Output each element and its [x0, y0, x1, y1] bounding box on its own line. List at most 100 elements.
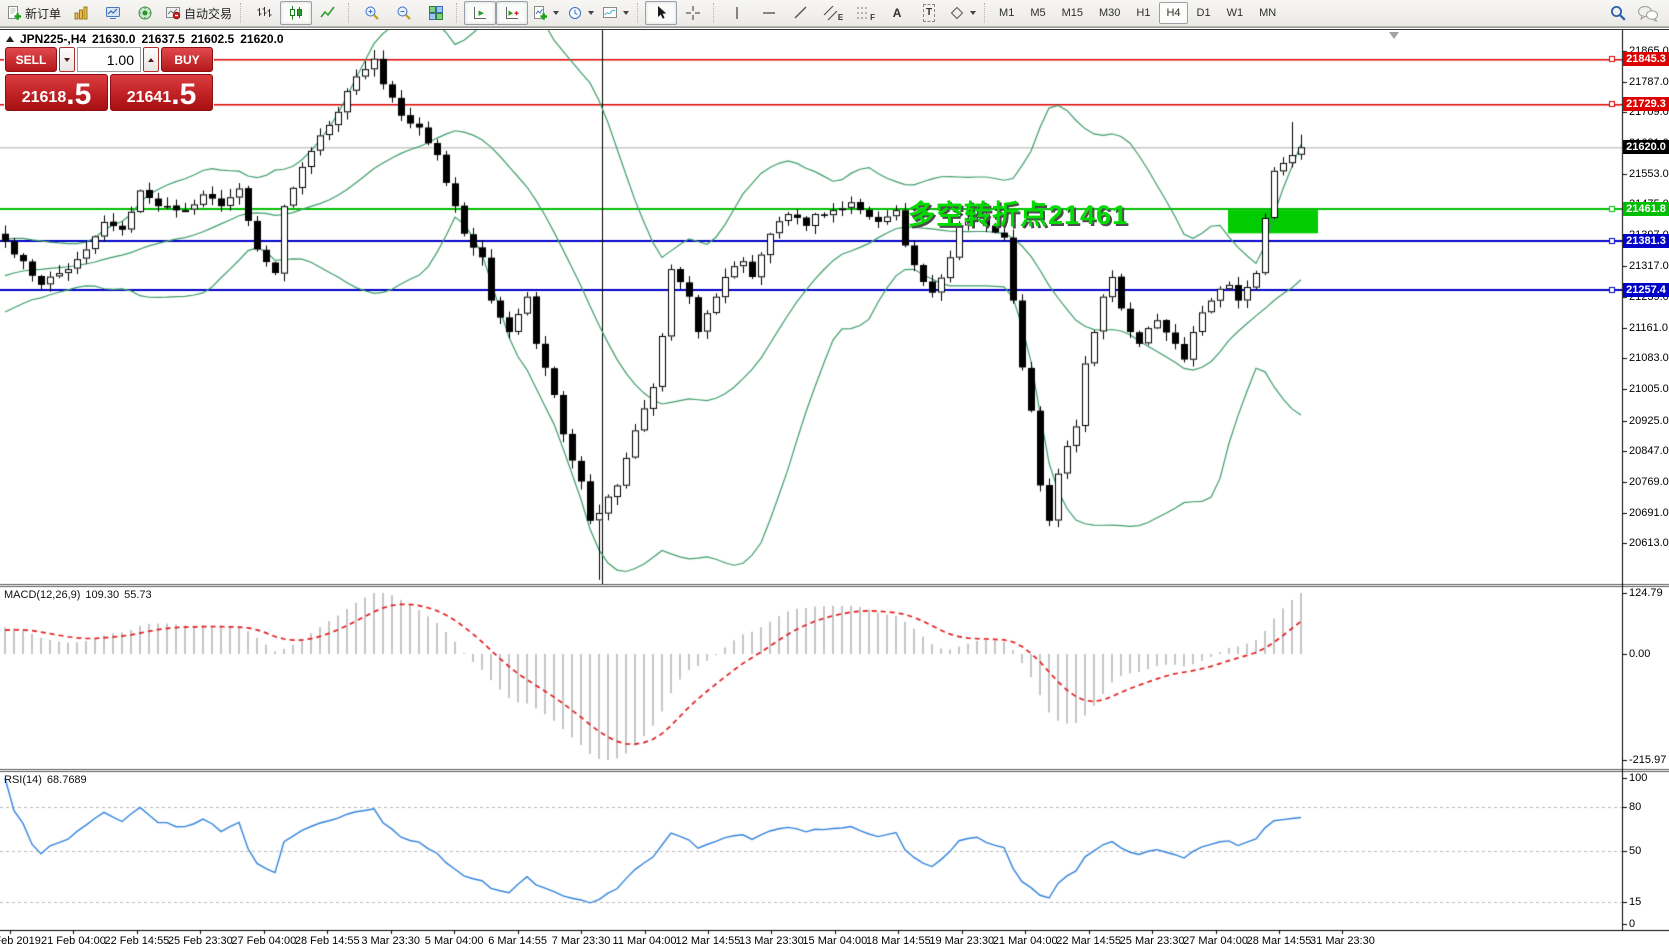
- cursor-button[interactable]: [645, 1, 678, 25]
- vertical-line-icon: [736, 7, 738, 19]
- autotrading-button[interactable]: 自动交易: [161, 1, 236, 25]
- symbol-collapse-icon[interactable]: [6, 36, 14, 42]
- dropdown-caret-icon: [588, 11, 595, 15]
- autotrading-label: 自动交易: [184, 6, 233, 21]
- new-chart-icon: [74, 6, 88, 20]
- date-tick-label: 5 Mar 04:00: [424, 935, 484, 947]
- auto-scroll-button[interactable]: [464, 1, 497, 25]
- date-tick-label: 19 Feb 2019: [0, 935, 41, 947]
- line-chart-button[interactable]: [312, 1, 344, 25]
- quote-bar: JPN225-,H4 21630.0 21637.5 21602.5 21620…: [6, 32, 284, 46]
- date-tick-label: 13 Mar 23:30: [738, 935, 804, 947]
- new-order-button[interactable]: 新订单: [2, 1, 65, 25]
- date-tick-label: 12 Mar 14:55: [675, 935, 741, 947]
- new-order-icon: [8, 6, 21, 20]
- rsi-name: RSI(14): [4, 774, 42, 786]
- shapes-tool-button[interactable]: [945, 1, 980, 25]
- rsi-tick-label: 50: [1629, 845, 1642, 857]
- market-watch-button[interactable]: [97, 1, 129, 25]
- date-tick-label: 22 Feb 14:55: [104, 935, 170, 947]
- timeframe-button-M15[interactable]: M15: [1061, 7, 1083, 19]
- fibonacci-glyph: F: [870, 12, 875, 22]
- timeframe-button-H1[interactable]: H1: [1136, 7, 1151, 19]
- new-chart-button[interactable]: [65, 1, 97, 25]
- shapes-icon: [950, 6, 964, 20]
- volume-decrease-button[interactable]: [59, 47, 75, 72]
- price-badge: 21257.4: [1623, 282, 1669, 297]
- search-icon[interactable]: [1610, 5, 1627, 22]
- date-tick-label: 3 Mar 23:30: [361, 935, 421, 947]
- timeframe-button-W1[interactable]: W1: [1226, 7, 1244, 19]
- rsi-tick-label: 0: [1629, 918, 1636, 930]
- price-tick-label: 20613.0: [1629, 537, 1669, 550]
- periods-button[interactable]: [563, 1, 598, 25]
- zoom-in-button[interactable]: [356, 1, 388, 25]
- window-border: [0, 29, 1669, 30]
- timeframe-button-M5[interactable]: M5: [1030, 7, 1046, 19]
- chart-shift-icon: [506, 7, 519, 19]
- fibonacci-tool-button[interactable]: F: [849, 1, 881, 25]
- templates-icon: [603, 7, 618, 18]
- date-tick-label: 27 Mar 04:00: [1183, 935, 1248, 947]
- zoom-in-icon: [365, 6, 379, 20]
- price-badge: 21381.3: [1623, 234, 1669, 249]
- sell-price-frac: .5: [66, 78, 92, 111]
- horizontal-line-tool-button[interactable]: [753, 1, 785, 25]
- buy-button[interactable]: BUY: [161, 47, 213, 72]
- sell-button[interactable]: SELL: [5, 47, 57, 72]
- templates-button[interactable]: [598, 1, 633, 25]
- volume-increase-button[interactable]: [143, 47, 159, 72]
- sell-price-box[interactable]: 21618 .5: [5, 74, 108, 111]
- equidistant-channel-tool-button[interactable]: E: [817, 1, 849, 25]
- price-tick-label: 21553.0: [1629, 167, 1669, 180]
- macd-indicator-label: MACD(12,26,9) 109.30 55.73: [4, 589, 157, 601]
- bar-chart-button[interactable]: [248, 1, 280, 25]
- date-tick-label: 28 Feb 14:55: [294, 935, 360, 947]
- date-tick-label: 21 Mar 04:00: [992, 935, 1058, 947]
- chart-annotation-text[interactable]: 多空转折点21461: [908, 200, 1129, 230]
- timeframe-button-M1[interactable]: M1: [999, 7, 1015, 19]
- macd-value-signal: 55.73: [124, 589, 152, 601]
- price-badge: 21620.0: [1623, 140, 1669, 155]
- timeframe-group: M1 M5 M15 M30 H1 H4 D1 W1 MN: [992, 2, 1283, 24]
- chat-icon[interactable]: [1637, 5, 1659, 22]
- candlestick-chart-button[interactable]: [280, 1, 313, 25]
- bar-chart-icon: [257, 7, 272, 17]
- timeframe-button-M30[interactable]: M30: [1099, 7, 1121, 19]
- date-tick-label: 15 Mar 04:00: [802, 935, 868, 947]
- label-tool-icon: T: [922, 4, 936, 22]
- date-tick-label: 25 Mar 23:30: [1119, 935, 1185, 947]
- date-tick-label: 7 Mar 23:30: [551, 935, 611, 947]
- crosshair-button[interactable]: [677, 1, 709, 25]
- navigator-button[interactable]: [129, 1, 161, 25]
- price-tick-label: 20769.0: [1629, 475, 1669, 488]
- date-tick-label: 22 Mar 14:55: [1056, 935, 1122, 947]
- price-tick-label: 21083.0: [1629, 352, 1669, 365]
- timeframe-button-MN[interactable]: MN: [1259, 7, 1277, 19]
- tile-windows-button[interactable]: [420, 1, 452, 25]
- timeframe-button-H4[interactable]: H4: [1159, 2, 1188, 24]
- chart-shift-marker-icon[interactable]: [1389, 32, 1399, 39]
- date-tick-label: 6 Mar 14:55: [488, 935, 547, 947]
- autotrading-icon: [166, 7, 181, 20]
- toolbar-separator: [637, 3, 641, 23]
- market-watch-icon: [106, 7, 121, 19]
- indicators-button[interactable]: [528, 1, 563, 25]
- trendline-tool-button[interactable]: [785, 1, 817, 25]
- new-order-label: 新订单: [25, 6, 62, 21]
- label-tool-button[interactable]: T: [913, 1, 945, 25]
- zoom-out-button[interactable]: [388, 1, 420, 25]
- window-border: [0, 27, 1669, 28]
- text-tool-button[interactable]: A: [881, 1, 913, 25]
- buy-price-box[interactable]: 21641 .5: [110, 74, 213, 111]
- timeframe-button-D1[interactable]: D1: [1196, 7, 1211, 19]
- buy-price-main: 21641: [126, 89, 172, 106]
- macd-tick-label: 0.00: [1629, 648, 1651, 660]
- dropdown-caret-icon: [970, 11, 977, 15]
- vertical-line-tool-button[interactable]: [721, 1, 753, 25]
- toolbar-separator: [348, 3, 352, 23]
- chart-shift-button[interactable]: [496, 1, 529, 25]
- toolbar-separator: [984, 3, 988, 23]
- volume-input[interactable]: [77, 47, 141, 72]
